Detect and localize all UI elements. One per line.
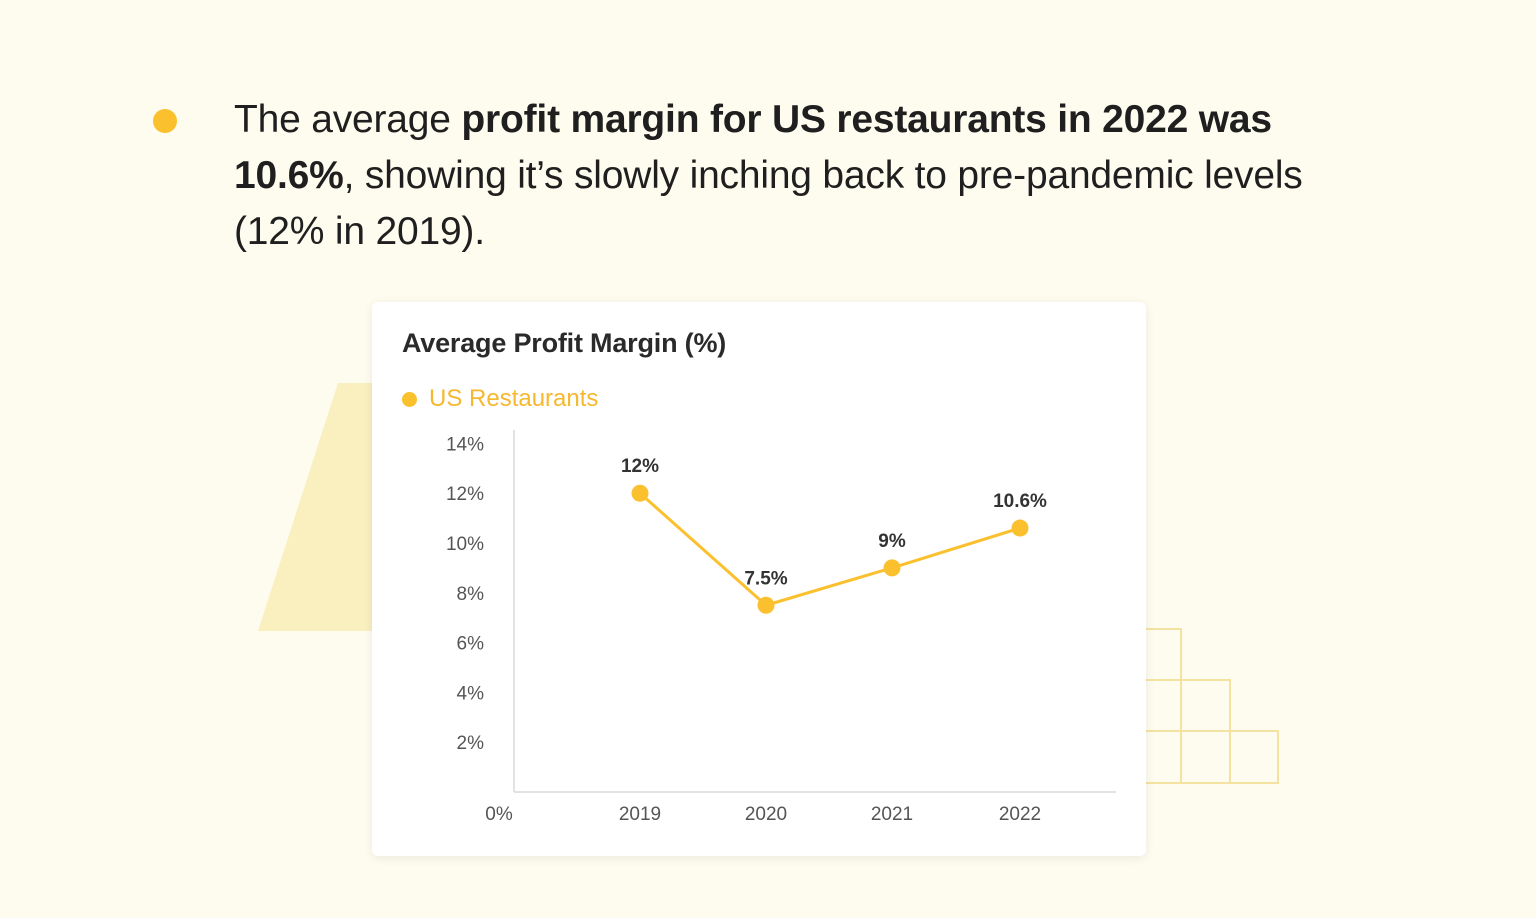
decorative-grid (1130, 628, 1279, 784)
x-tick-label: 2019 (619, 804, 661, 825)
headline-bold: profit margin for US restaurants in 2022… (234, 98, 1272, 197)
line-chart: 2% 4% 6% 8% 10% 12% 14% 0% 2019 2020 2021 2022 12% 7.… (446, 430, 1116, 825)
x-tick-label: 2022 (999, 804, 1041, 825)
y-tick-label: 12% (446, 484, 484, 505)
headline: The average profit margin for US restaur… (234, 92, 1354, 260)
legend: US Restaurants (402, 385, 598, 413)
data-label: 10.6% (993, 491, 1047, 512)
bullet-dot (153, 109, 177, 133)
x-tick-label: 2020 (745, 804, 787, 825)
chart-title: Average Profit Margin (%) (402, 328, 727, 358)
y-tick-label: 4% (457, 683, 485, 704)
headline-text-2: , showing it’s slowly inching back to pr… (234, 154, 1303, 253)
headline-text-1: The average (234, 98, 462, 141)
data-point (757, 596, 775, 614)
x-tick-label: 2021 (871, 804, 913, 825)
y-tick-label: 6% (457, 634, 485, 655)
data-point (631, 484, 649, 502)
data-label: 9% (878, 531, 906, 552)
data-label: 12% (621, 456, 659, 477)
chart-card: Average Profit Margin (%) US Restaurants… (372, 302, 1146, 856)
y-tick-label: 10% (446, 534, 484, 555)
y-tick-label: 2% (457, 733, 485, 754)
data-point (1011, 519, 1029, 537)
origin-label: 0% (485, 804, 513, 825)
legend-label: US Restaurants (429, 385, 599, 412)
legend-dot-icon (402, 391, 417, 407)
series-line (639, 492, 1021, 607)
data-label: 7.5% (744, 568, 787, 589)
data-point (883, 559, 901, 577)
y-tick-label: 8% (457, 584, 485, 605)
y-tick-label: 14% (446, 434, 484, 455)
